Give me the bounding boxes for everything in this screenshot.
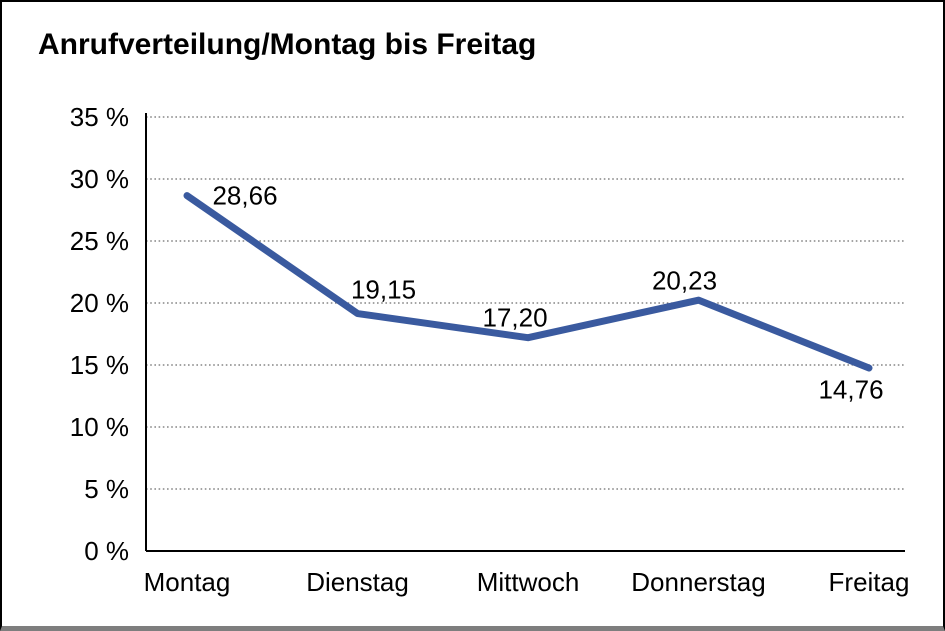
y-tick-label: 35 % — [69, 102, 129, 132]
data-point-label: 14,76 — [818, 374, 884, 405]
chart-title: Anrufverteilung/Montag bis Freitag — [38, 28, 537, 61]
data-line-series — [183, 192, 873, 372]
data-point-label: 28,66 — [212, 180, 278, 211]
data-point-label: 20,23 — [651, 265, 718, 296]
y-tick-label: 30 % — [69, 164, 129, 194]
data-point-label: 17,20 — [482, 302, 548, 333]
data-point-label: 19,15 — [350, 274, 417, 305]
x-category-label: Montag — [143, 567, 231, 597]
x-category-label: Dienstag — [306, 567, 409, 597]
y-tick-label: 25 % — [69, 226, 129, 256]
y-tick-label: 0 % — [84, 536, 129, 566]
x-category-label: Donnerstag — [631, 567, 766, 597]
x-category-label: Mittwoch — [476, 567, 580, 597]
y-tick-label: 20 % — [69, 288, 129, 318]
y-tick-label: 15 % — [69, 350, 129, 380]
x-category-label: Freitag — [828, 567, 910, 597]
y-tick-label: 5 % — [84, 474, 129, 504]
y-tick-label: 10 % — [69, 412, 129, 442]
